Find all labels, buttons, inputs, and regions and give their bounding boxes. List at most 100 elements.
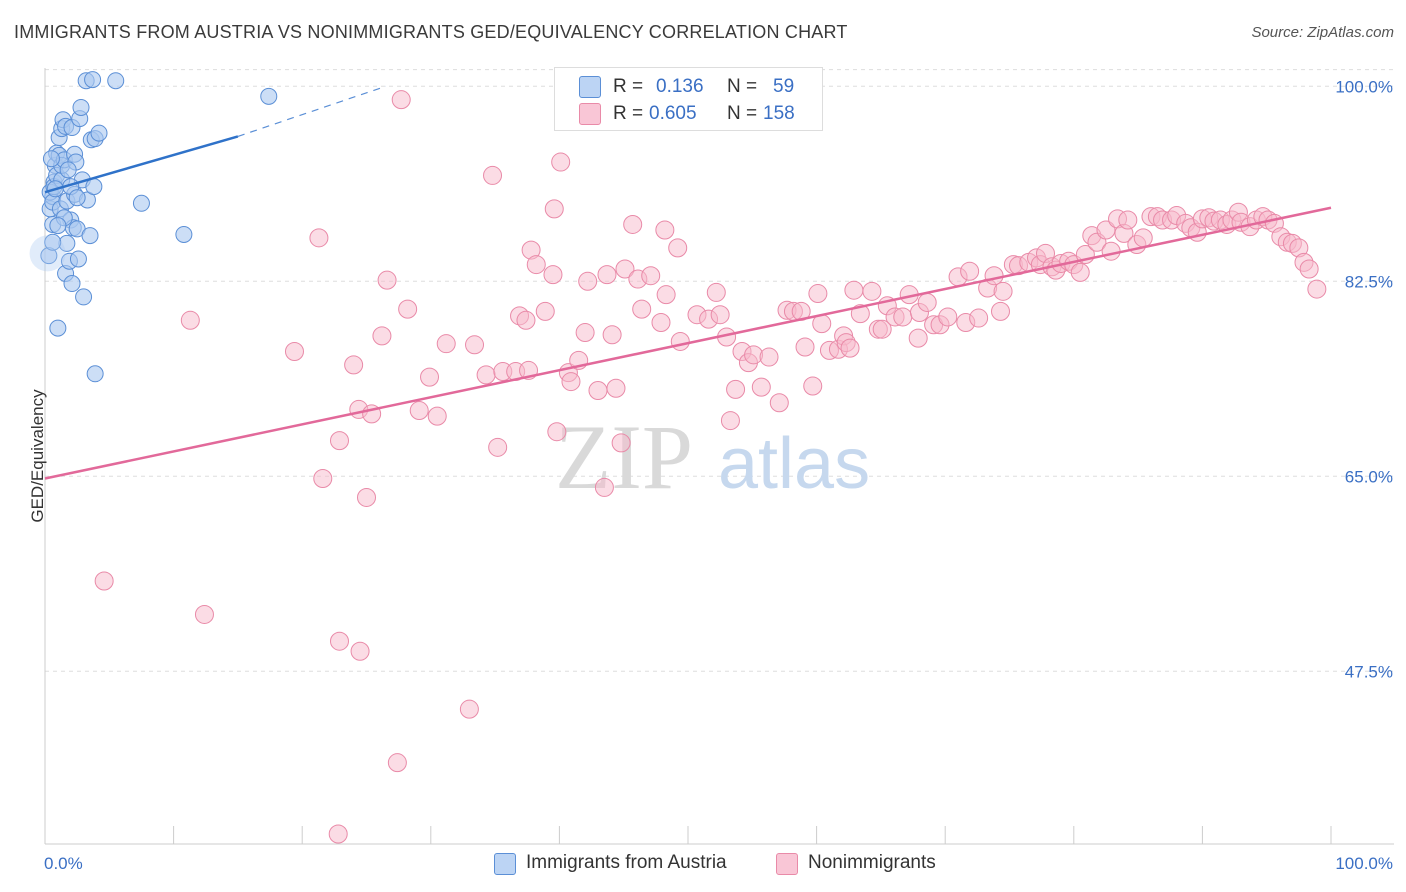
legend-n-label: N = xyxy=(727,103,758,124)
x-tick-label: 0.0% xyxy=(44,854,83,873)
y-axis-label: GED/Equivalency xyxy=(28,389,47,523)
legend-stats-row-austria: R = 0.136 N = 59 xyxy=(555,74,822,100)
data-point-nonimmigrants xyxy=(960,261,980,281)
data-point-nonimmigrants xyxy=(344,355,364,375)
trend-line-austria-extension xyxy=(237,85,386,137)
y-tick-label: 65.0% xyxy=(1345,467,1393,486)
data-point-nonimmigrants xyxy=(313,469,333,489)
source-label: Source: ZipAtlas.com xyxy=(1251,24,1394,41)
data-point-nonimmigrants xyxy=(420,367,440,387)
data-point-nonimmigrants xyxy=(459,699,479,719)
data-point-nonimmigrants xyxy=(1133,228,1153,248)
data-point-nonimmigrants xyxy=(588,380,608,400)
data-point-nonimmigrants xyxy=(488,437,508,457)
data-point-austria-cluster xyxy=(29,235,66,272)
data-point-austria xyxy=(132,194,150,212)
data-point-nonimmigrants xyxy=(908,328,928,348)
data-point-nonimmigrants xyxy=(615,259,635,279)
data-point-nonimmigrants xyxy=(850,304,870,324)
data-point-nonimmigrants xyxy=(544,199,564,219)
data-point-nonimmigrants xyxy=(516,310,536,330)
data-point-nonimmigrants xyxy=(751,377,771,397)
data-point-nonimmigrants xyxy=(284,341,304,361)
data-point-austria xyxy=(260,87,278,105)
data-point-nonimmigrants xyxy=(759,347,779,367)
data-point-nonimmigrants xyxy=(656,285,676,305)
data-point-nonimmigrants xyxy=(575,323,595,343)
watermark-atlas: atlas xyxy=(718,424,870,504)
data-point-nonimmigrants xyxy=(1070,262,1090,282)
data-point-nonimmigrants xyxy=(350,641,370,661)
data-point-nonimmigrants xyxy=(578,271,598,291)
data-point-austria xyxy=(49,217,67,235)
data-point-austria xyxy=(85,178,103,196)
y-tick-label: 100.0% xyxy=(1335,77,1393,96)
trend-line-austria xyxy=(44,135,239,194)
legend-swatch-blue xyxy=(579,76,601,98)
data-point-nonimmigrants xyxy=(795,337,815,357)
data-point-nonimmigrants xyxy=(990,301,1010,321)
data-point-nonimmigrants xyxy=(357,487,376,507)
data-point-nonimmigrants xyxy=(329,631,349,651)
legend-r-value: 0.136 xyxy=(656,76,704,97)
data-point-nonimmigrants xyxy=(535,301,555,321)
data-point-nonimmigrants xyxy=(611,433,631,453)
data-point-nonimmigrants xyxy=(594,477,614,497)
data-point-nonimmigrants xyxy=(655,220,675,240)
data-point-nonimmigrants xyxy=(893,307,913,327)
data-point-nonimmigrants xyxy=(1307,279,1327,299)
data-point-nonimmigrants xyxy=(180,310,200,330)
data-point-nonimmigrants xyxy=(94,571,114,591)
data-point-nonimmigrants xyxy=(427,406,447,426)
legend-swatch-blue xyxy=(494,853,516,875)
grid-lines xyxy=(45,69,1394,672)
legend-r-value: 0.605 xyxy=(649,103,697,124)
data-point-nonimmigrants xyxy=(561,372,581,392)
y-tick-label: 82.5% xyxy=(1345,272,1393,291)
data-point-nonimmigrants xyxy=(726,379,746,399)
data-point-austria xyxy=(86,365,104,383)
legend-r-label: R = xyxy=(613,103,644,124)
legend-label-nonimmigrants: Nonimmigrants xyxy=(808,852,936,873)
data-point-austria xyxy=(72,98,90,116)
data-point-nonimmigrants xyxy=(551,152,571,172)
data-point-nonimmigrants xyxy=(623,214,643,234)
data-point-nonimmigrants xyxy=(706,282,726,302)
data-point-nonimmigrants xyxy=(710,305,730,325)
legend-n-label: N = xyxy=(727,76,758,97)
data-point-nonimmigrants xyxy=(476,365,496,385)
trend-lines xyxy=(44,85,1332,480)
data-point-nonimmigrants xyxy=(969,308,989,328)
data-point-austria xyxy=(68,189,86,207)
data-point-nonimmigrants xyxy=(309,228,329,248)
y-tick-label: 47.5% xyxy=(1345,662,1393,681)
legend-n-value: 158 xyxy=(763,103,795,124)
chart-title: IMMIGRANTS FROM AUSTRIA VS NONIMMIGRANTS… xyxy=(14,22,848,42)
data-point-nonimmigrants xyxy=(872,319,892,339)
data-point-nonimmigrants xyxy=(398,299,418,319)
data-point-austria xyxy=(84,71,102,89)
data-point-nonimmigrants xyxy=(372,326,392,346)
legend-stats-row-nonimmigrants: R = 0.605 N = 158 xyxy=(555,101,822,127)
data-point-nonimmigrants xyxy=(387,753,407,773)
data-point-nonimmigrants xyxy=(377,270,397,290)
data-point-austria xyxy=(63,275,81,293)
data-point-nonimmigrants xyxy=(328,824,348,844)
data-point-nonimmigrants xyxy=(194,604,214,624)
legend-label-austria: Immigrants from Austria xyxy=(526,852,727,873)
data-point-austria xyxy=(59,161,77,179)
data-point-austria xyxy=(42,150,60,168)
data-point-austria xyxy=(107,72,125,90)
data-point-nonimmigrants xyxy=(769,393,789,413)
data-point-nonimmigrants xyxy=(436,334,456,354)
data-point-nonimmigrants xyxy=(651,313,671,333)
data-point-nonimmigrants xyxy=(670,331,690,351)
data-point-nonimmigrants xyxy=(808,284,828,304)
data-point-austria xyxy=(81,227,99,245)
data-point-nonimmigrants xyxy=(597,265,617,285)
data-point-nonimmigrants xyxy=(803,376,823,396)
x-tick-label: 100.0% xyxy=(1335,854,1393,873)
data-point-austria xyxy=(44,233,62,251)
data-point-nonimmigrants xyxy=(632,299,652,319)
